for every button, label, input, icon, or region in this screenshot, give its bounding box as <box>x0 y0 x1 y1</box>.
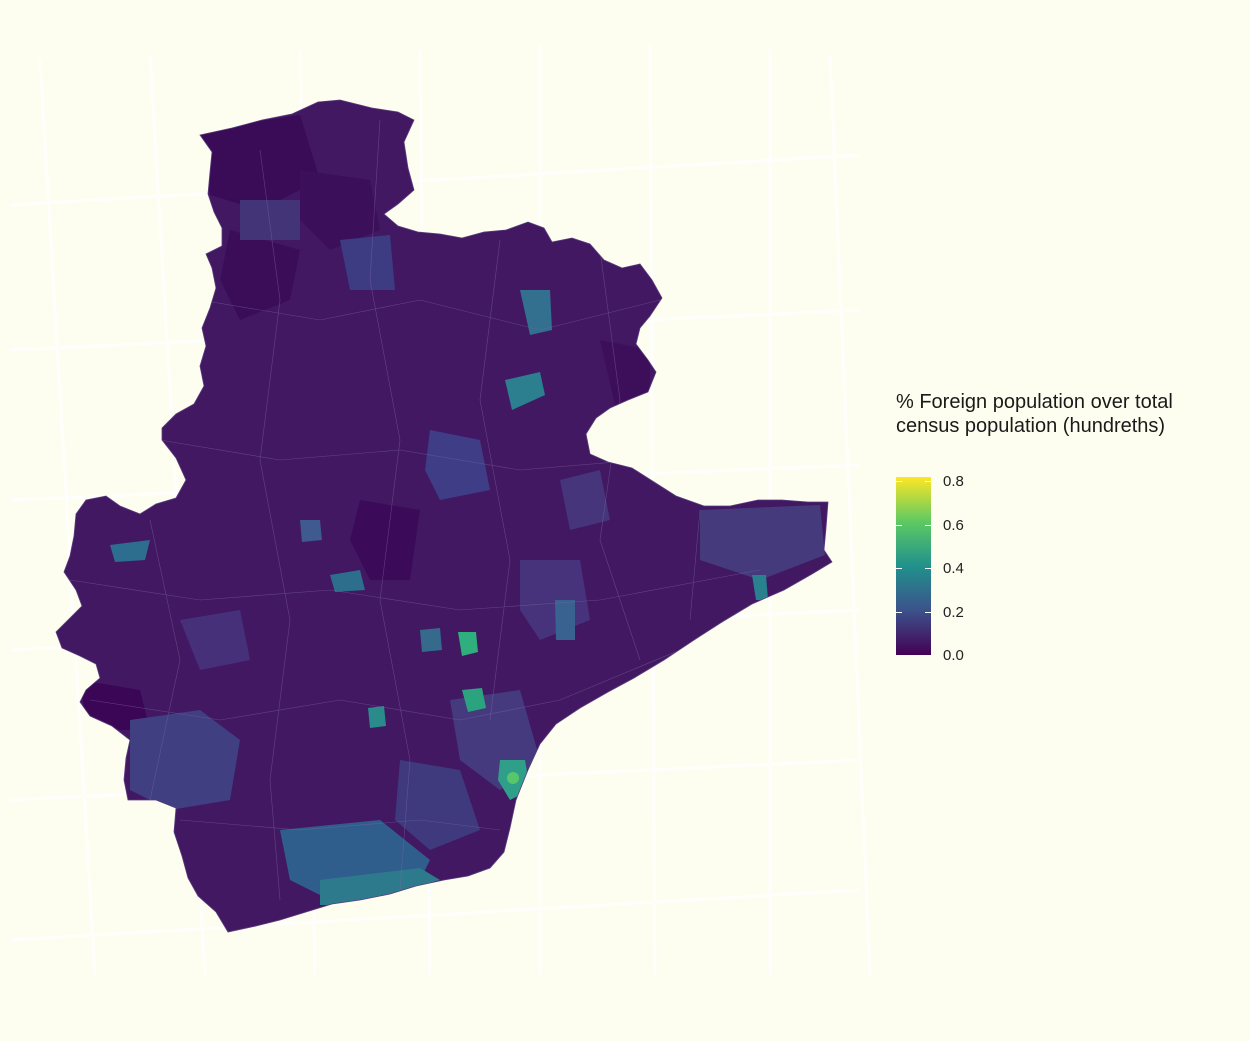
region-dark-west <box>80 680 150 730</box>
region-high-green <box>458 632 478 656</box>
region-very-high-center <box>507 772 519 784</box>
legend-tick-mark-left <box>896 524 902 526</box>
region-purple-north <box>240 200 300 240</box>
legend-title: % Foreign population over total census p… <box>896 390 1236 438</box>
region-blue-center <box>425 430 490 500</box>
legend-tick-mark-left <box>896 481 902 483</box>
legend-title-line-1: % Foreign population over total <box>896 391 1173 413</box>
legend-tick-label: 0.4 <box>943 560 964 578</box>
legend-colorbar <box>896 477 931 655</box>
region-high-green-2 <box>462 688 486 712</box>
region-dark-north-center <box>300 170 380 250</box>
region-dark-north <box>200 115 320 210</box>
region-purple-east <box>560 470 610 530</box>
region-blue-berga <box>300 520 322 542</box>
legend-tick-mark-right <box>925 481 931 483</box>
region-dark-center <box>350 500 420 580</box>
legend-title-line-2: census population (hundreths) <box>896 415 1166 437</box>
legend-tick-mark-right <box>925 611 931 613</box>
region-teal-coast <box>752 575 768 600</box>
legend-tick-label: 0.6 <box>943 516 964 534</box>
legend-tick-mark-right <box>925 655 931 656</box>
legend-tick-label: 0.8 <box>943 473 964 491</box>
legend-tick-label: 0.0 <box>943 647 964 664</box>
region-teal-granollers <box>555 600 575 640</box>
region-teal-vic <box>505 372 545 410</box>
region-teal-terrassa <box>420 628 442 652</box>
legend-body: 0.0 0.2 0.4 0.6 0.8 <box>896 467 1236 663</box>
region-purple-westcenter <box>180 610 250 670</box>
region-teal-northeast <box>520 290 552 335</box>
region-teal-igualada <box>368 706 386 728</box>
legend-tick-mark-right <box>925 524 931 526</box>
region-teal-west <box>110 540 150 562</box>
legend-tick-mark-left <box>896 655 902 656</box>
region-blue-west <box>130 710 240 810</box>
region-teal-coast-south <box>320 868 440 905</box>
region-dark-northwest <box>220 230 300 320</box>
legend-tick-label: 0.2 <box>943 603 964 621</box>
legend: % Foreign population over total census p… <box>896 390 1236 663</box>
map-regions <box>55 99 833 933</box>
region-teal-manresa <box>330 570 365 592</box>
region-blue-coast-ne <box>700 505 825 580</box>
region-blue-north <box>340 235 395 290</box>
legend-tick-mark-right <box>925 568 931 570</box>
legend-tick-mark-left <box>896 568 902 570</box>
region-purple-llobregat <box>395 760 480 850</box>
region-dark-east <box>600 340 650 405</box>
legend-tick-mark-left <box>896 611 902 613</box>
